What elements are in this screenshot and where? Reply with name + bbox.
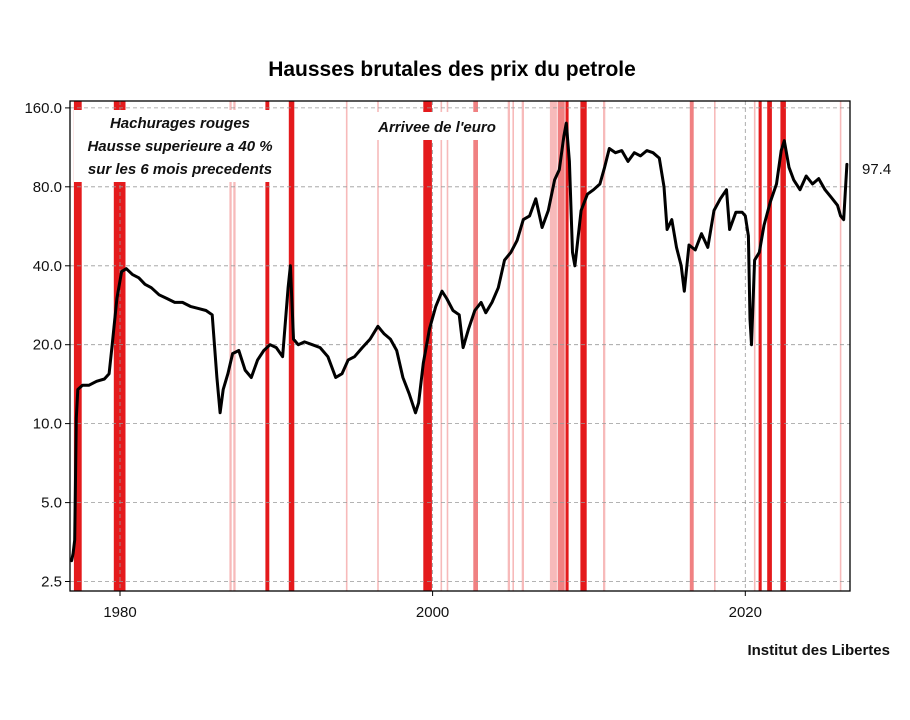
shaded-period-19 (603, 101, 606, 591)
y-tick-label: 20.0 (33, 337, 62, 354)
last-value-label: 97.4 (862, 161, 891, 178)
chart-title: Hausses brutales des prix du petrole (268, 58, 636, 81)
euro-note-background (370, 112, 505, 140)
shading-note-background (74, 110, 284, 182)
shaded-period-3 (233, 101, 236, 591)
shaded-period-20 (689, 101, 694, 591)
shaded-period-16 (557, 101, 565, 591)
shaded-period-22 (753, 101, 756, 591)
euro-note: Arrivee de l'euro (377, 119, 496, 136)
y-tick-label: 2.5 (41, 574, 62, 591)
shaded-period-5 (288, 101, 295, 591)
shaded-period-15 (549, 101, 557, 591)
source-credit: Institut des Libertes (747, 642, 890, 659)
y-tick-label: 40.0 (33, 258, 62, 275)
shaded-period-25 (780, 101, 786, 591)
shaded-period-24 (767, 101, 772, 591)
shaded-period-23 (758, 101, 762, 591)
gridlines (70, 101, 850, 591)
shaded-period-14 (521, 101, 524, 591)
x-axis-ticks: 1980 2000 2020 (103, 591, 762, 621)
x-tick-label: 2000 (416, 604, 449, 621)
shaded-period-17 (565, 101, 569, 591)
shaded-period-6 (345, 101, 348, 591)
shaded-period-9 (440, 101, 443, 591)
shaded-period-10 (446, 101, 449, 591)
shaded-period-0 (73, 101, 82, 591)
shaded-period-12 (507, 101, 510, 591)
y-tick-label: 5.0 (41, 495, 62, 512)
y-tick-label: 160.0 (24, 100, 62, 117)
series-layer (70, 121, 849, 563)
shaded-period-18 (580, 101, 587, 591)
shading-note-line-2: Hausse superieure a 40 % (87, 138, 272, 155)
plot-frame (69, 100, 851, 592)
shaded-period-7 (377, 101, 379, 591)
shaded-period-13 (512, 101, 514, 591)
series-line-0 (70, 121, 849, 563)
shaded-period-11 (473, 101, 478, 591)
x-tick-label: 2020 (729, 604, 762, 621)
y-axis-ticks: 2.5 5.0 10.0 20.0 40.0 80.0 160.0 (24, 100, 70, 591)
shading-note-line-1: Hachurages rouges (110, 115, 250, 132)
shaded-period-2 (229, 101, 232, 591)
y-tick-label: 80.0 (33, 179, 62, 196)
x-tick-label: 1980 (103, 604, 136, 621)
y-tick-label: 10.0 (33, 416, 62, 433)
shading-note-line-3: sur les 6 mois precedents (88, 161, 272, 178)
shaded-period-21 (714, 101, 716, 591)
shaded-period-26 (839, 101, 842, 591)
